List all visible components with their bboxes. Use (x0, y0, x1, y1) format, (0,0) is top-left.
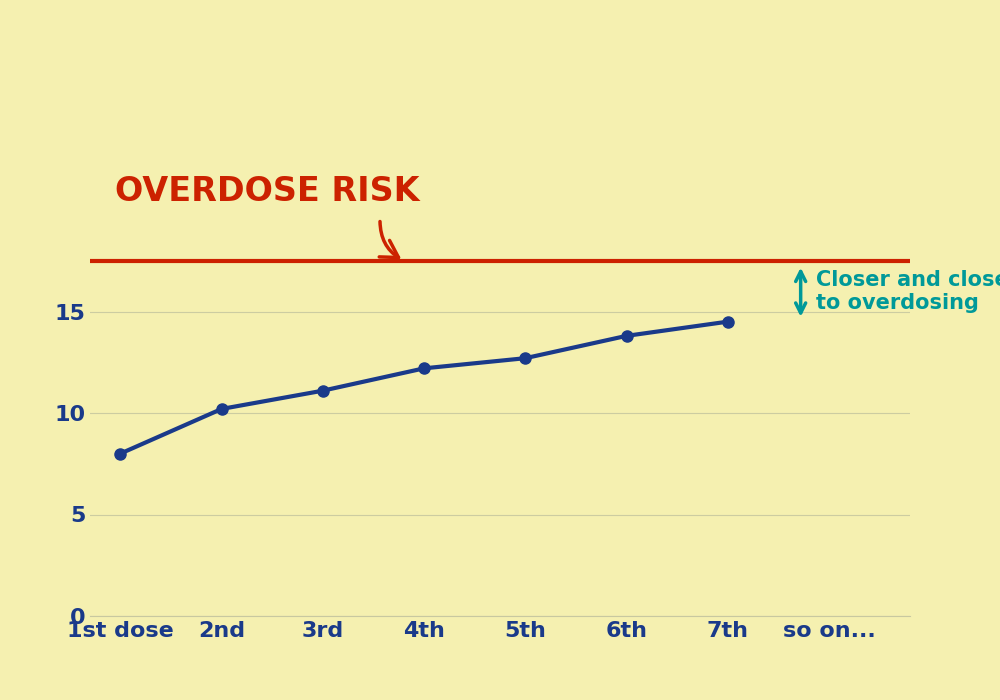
Text: OVERDOSE RISK: OVERDOSE RISK (115, 175, 420, 209)
Text: Closer and closer
to overdosing: Closer and closer to overdosing (816, 270, 1000, 313)
